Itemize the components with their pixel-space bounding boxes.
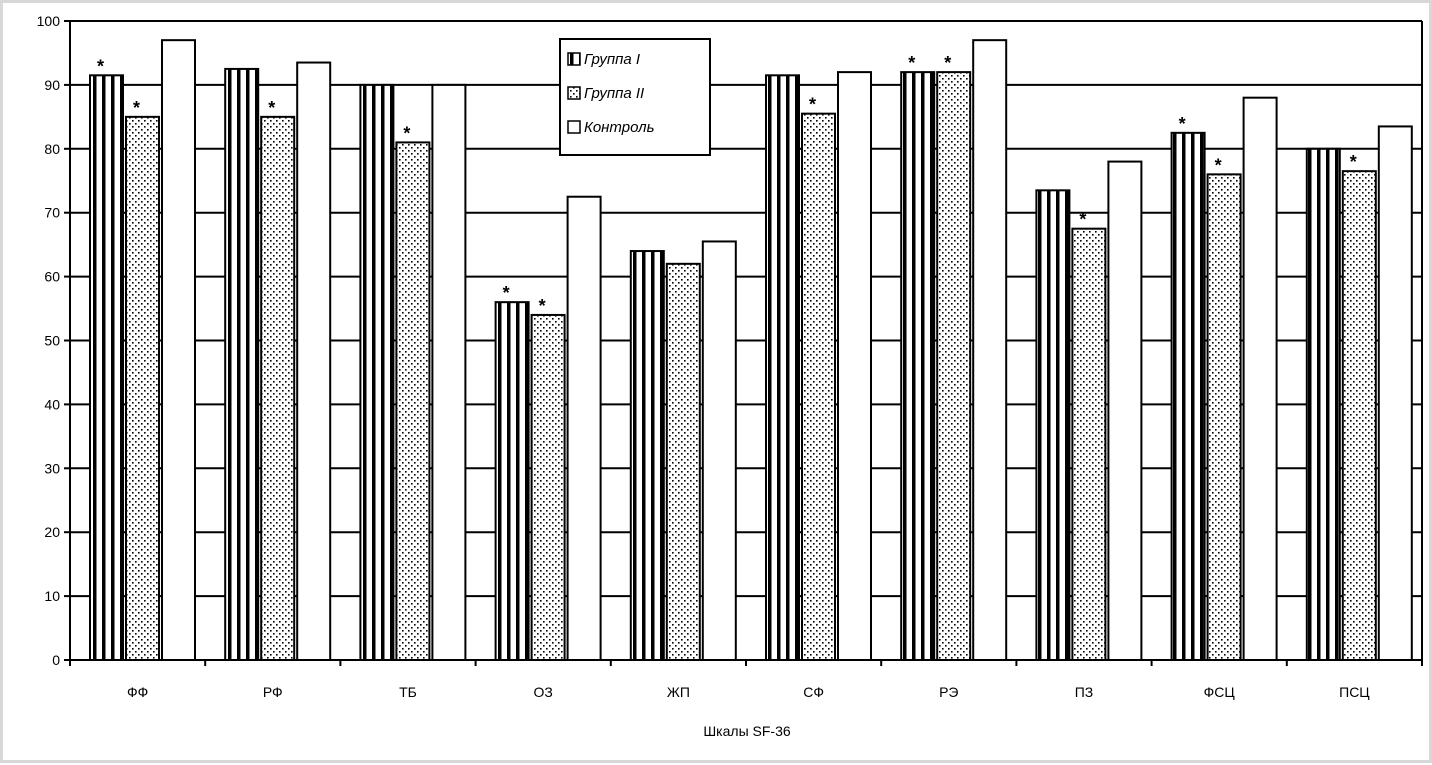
- legend-swatch-2: [567, 86, 581, 100]
- bar-3-8: [1107, 160, 1143, 662]
- bar-2-7: [936, 71, 972, 662]
- significance-marker: *: [1215, 155, 1222, 175]
- bar-2-4: [530, 313, 566, 661]
- legend-swatch-3: [567, 120, 581, 134]
- y-tick-label-40: 40: [44, 396, 60, 412]
- significance-marker: *: [1350, 152, 1357, 172]
- bar-1-6: [765, 74, 800, 661]
- x-tick-label-4: ОЗ: [534, 684, 553, 700]
- bar-2-2: [260, 115, 296, 662]
- y-tick-label-80: 80: [44, 141, 60, 157]
- y-tick-label-100: 100: [37, 13, 61, 29]
- bar-3-9: [1242, 96, 1278, 662]
- significance-marker: *: [539, 296, 546, 316]
- bar-chart: 0 10 20 30 40 50 60 70 80 90 100 * * ФФ * РФ * ТБ * * ОЗ ЖП * С…: [37, 13, 1423, 739]
- bar-3-3: [431, 83, 467, 661]
- bar-2-6: [801, 112, 836, 661]
- bar-1-3: [359, 83, 395, 661]
- x-tick-label-10: ПСЦ: [1339, 684, 1370, 700]
- legend-label-3: Контроль: [584, 119, 655, 136]
- x-tick-label-1: ФФ: [127, 684, 148, 700]
- significance-marker: *: [133, 98, 140, 118]
- bar-2-9: [1206, 173, 1242, 662]
- legend-label-1: Группа I: [584, 51, 640, 68]
- bar-2-8: [1071, 227, 1107, 662]
- x-tick-label-3: ТБ: [399, 684, 417, 700]
- y-tick-label-60: 60: [44, 269, 60, 285]
- significance-marker: *: [908, 53, 915, 73]
- bar-3-5: [701, 240, 737, 662]
- bar-3-1: [161, 39, 196, 662]
- bar-3-6: [837, 71, 872, 662]
- bar-1-8: [1035, 189, 1071, 662]
- legend-label-2: Группа II: [584, 85, 644, 102]
- significance-marker: *: [809, 95, 816, 115]
- y-tick-label-50: 50: [44, 333, 60, 349]
- bar-1-10: [1305, 147, 1341, 662]
- bar-3-2: [296, 61, 332, 662]
- x-tick-label-8: ПЗ: [1075, 684, 1094, 700]
- x-tick-label-5: ЖП: [667, 684, 690, 700]
- y-tick-label-90: 90: [44, 77, 60, 93]
- bar-1-7: [900, 71, 936, 662]
- bar-1-4: [494, 301, 530, 661]
- y-tick-label-70: 70: [44, 205, 60, 221]
- significance-marker: *: [944, 53, 951, 73]
- bar-2-10: [1341, 170, 1377, 661]
- labels: 0 10 20 30 40 50 60 70 80 90 100 * * ФФ * РФ * ТБ * * ОЗ ЖП * С…: [37, 13, 1371, 700]
- y-tick-label-30: 30: [44, 460, 60, 476]
- bar-2-3: [395, 141, 431, 662]
- bar-3-7: [972, 39, 1008, 662]
- bars: [89, 39, 1413, 662]
- bar-3-10: [1377, 125, 1413, 661]
- significance-marker: *: [268, 98, 275, 118]
- bar-1-9: [1170, 131, 1206, 661]
- legend-swatch-1: [567, 52, 581, 66]
- bar-1-1: [89, 74, 124, 661]
- x-tick-label-6: СФ: [803, 684, 824, 700]
- x-tick-label-9: ФСЦ: [1204, 684, 1236, 700]
- x-tick-label-7: РЭ: [939, 684, 958, 700]
- significance-marker: *: [403, 123, 410, 143]
- bar-3-4: [566, 195, 602, 661]
- gridlines: [70, 20, 1422, 598]
- significance-marker: *: [97, 56, 104, 76]
- significance-marker: *: [1179, 114, 1186, 134]
- y-tick-label-0: 0: [52, 652, 60, 668]
- y-tick-label-20: 20: [44, 524, 60, 540]
- significance-marker: *: [1079, 210, 1086, 230]
- bar-1-5: [629, 250, 665, 661]
- axes: [64, 20, 1423, 666]
- y-tick-label-10: 10: [44, 588, 60, 604]
- significance-marker: *: [503, 283, 510, 303]
- legend-box: [559, 38, 711, 156]
- x-tick-label-2: РФ: [263, 684, 283, 700]
- bar-2-1: [125, 115, 160, 662]
- bar-1-2: [224, 67, 260, 662]
- x-axis-title: Шкалы SF-36: [703, 723, 791, 739]
- bar-2-5: [665, 262, 701, 661]
- legend: Группа I Группа II Контроль: [559, 38, 711, 156]
